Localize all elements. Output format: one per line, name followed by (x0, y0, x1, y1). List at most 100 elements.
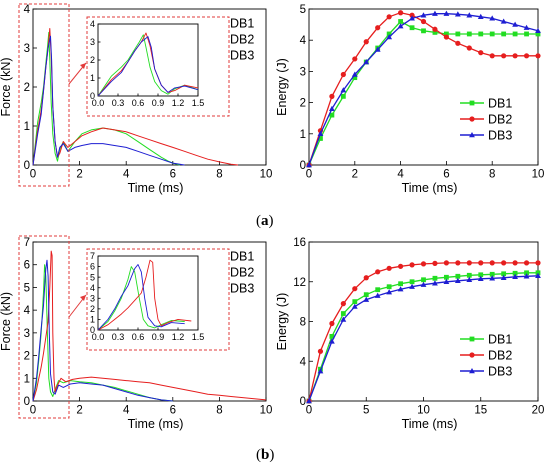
a-force-inset-series-line-db2 (97, 32, 199, 97)
b-force-x-tick-label: 8 (216, 405, 222, 417)
b-force-inset-y-tick-label: 7 (90, 251, 95, 261)
b-energy-series-point-db3 (489, 275, 496, 281)
caption-a-letter: a (261, 213, 269, 229)
b-energy-x-axis-title: Time (ms) (402, 417, 458, 431)
a-energy-y-tick-label: 1 (300, 129, 306, 141)
b-energy-series-point-db1 (375, 287, 381, 293)
a-force-legend-label-db3: DB3 (230, 49, 254, 63)
caption-a-open: ( (256, 213, 261, 229)
b-force-series-line-db2 (32, 250, 267, 402)
b-energy-y-axis-title: Energy (J) (275, 293, 289, 351)
a-energy-series-point-db2 (489, 53, 495, 59)
b-energy-series-point-db3 (523, 273, 530, 279)
a-energy-series-point-db2 (420, 18, 427, 25)
b-energy-series-point-db2 (489, 260, 495, 266)
a-energy-y-tick-label: 0 (300, 160, 306, 172)
a-energy-legend-marker-db2 (469, 116, 475, 122)
b-energy-series-point-db2 (420, 261, 427, 267)
a-force-inset-x-tick-label: 1.5 (192, 98, 205, 108)
b-energy-series-point-db3 (386, 289, 393, 295)
b-force-inset-x-tick-label: 1.5 (192, 332, 205, 342)
a-energy-y-tick-label: 2 (300, 98, 306, 110)
b-energy-series-point-db2 (317, 348, 324, 354)
a-energy-series-point-db2 (363, 39, 369, 45)
a-force-y-axis-title: Force (kN) (0, 57, 13, 116)
a-energy-series-point-db3 (535, 27, 541, 34)
a-energy-y-tick-label: 4 (300, 35, 307, 47)
a-force-legend-label-db1: DB1 (230, 17, 254, 31)
b-force-inset-y-tick-label: 4 (90, 283, 95, 293)
a-energy-x-axis-title: Time (ms) (402, 181, 458, 195)
b-force-inset-series-line-db2 (97, 259, 192, 331)
a-energy-series-point-db2 (432, 26, 438, 32)
b-energy-series-point-db3 (306, 398, 312, 404)
a-energy-x-tick-label: 2 (352, 169, 358, 181)
b-energy-series-point-db2 (466, 260, 472, 266)
a-energy-series-point-db3 (329, 105, 335, 112)
a-energy-legend-label-db3: DB3 (488, 129, 512, 143)
a-energy-x-tick-label: 8 (489, 169, 495, 181)
b-force-y-tick-label: 0 (24, 396, 30, 408)
a-energy-x-tick-label: 6 (443, 169, 449, 181)
a-energy-series-point-db2 (398, 10, 404, 16)
b-energy-series-point-db1 (489, 271, 495, 277)
b-force-inset-x-tick-label: 1.2 (172, 332, 185, 342)
b-force-x-tick-label: 6 (170, 405, 176, 417)
b-energy-series-point-db3 (329, 338, 335, 344)
b-energy-series-point-db1 (466, 272, 472, 278)
a-energy-series-point-db1 (489, 31, 495, 37)
b-energy-series-point-db3 (397, 286, 404, 292)
b-energy-series-point-db3 (363, 296, 370, 302)
a-energy-legend-label-db1: DB1 (488, 97, 512, 111)
a-energy-series-point-db3 (363, 59, 370, 65)
b-energy-series-point-db2 (443, 260, 449, 266)
b-energy-series-point-db1 (501, 271, 507, 277)
b-force-y-tick-label: 4 (24, 305, 31, 317)
b-force-x-tick-label: 2 (76, 405, 82, 417)
b-force-inset-x-tick-label: 0.6 (132, 332, 145, 342)
a-energy-series-point-db2 (329, 93, 335, 99)
b-energy-series-point-db2 (535, 260, 541, 266)
a-energy-series-point-db1 (421, 28, 426, 34)
b-energy-series-point-db1 (398, 281, 403, 287)
b-energy-series-point-db3 (466, 276, 473, 282)
a-energy-plot-frame (308, 8, 539, 166)
b-force-zoom-region-box (18, 235, 70, 419)
b-energy-x-tick-label: 5 (363, 405, 369, 417)
a-energy-series-point-db3 (500, 18, 507, 24)
b-energy-series-point-db2 (409, 262, 415, 268)
a-energy-series-point-db1 (478, 31, 484, 37)
a-energy-y-tick-label: 5 (300, 4, 306, 16)
b-energy-series-point-db2 (363, 275, 369, 281)
a-force-inset-y-tick-label: 3 (90, 37, 95, 47)
a-energy-series-point-db2 (386, 14, 392, 20)
a-energy-series-point-db3 (374, 46, 381, 52)
a-force-inset-x-tick-label: 1.2 (172, 98, 185, 108)
a-energy-series-point-db2 (523, 53, 530, 59)
b-energy-series-point-db2 (432, 260, 438, 266)
b-energy-series-point-db1 (352, 299, 358, 305)
b-energy-series-point-db1 (432, 275, 438, 281)
b-force-inset-series-line-db3 (97, 264, 185, 331)
caption-b-letter: b (261, 447, 270, 463)
b-force-y-tick-label: 5 (24, 282, 30, 294)
a-force-y-tick-label: 3 (24, 43, 30, 55)
b-energy-series-point-db1 (421, 277, 426, 283)
a-energy-series-point-db1 (352, 75, 358, 81)
a-force-inset-series-line-db1 (97, 34, 199, 97)
b-energy-series-point-db1 (340, 311, 346, 316)
b-energy-series-point-db1 (478, 272, 484, 278)
b-energy-series-point-db3 (535, 272, 541, 278)
b-force-inset-x-tick-label: 0.3 (112, 332, 125, 342)
a-force-series-line-db3 (32, 35, 185, 166)
a-energy-legend-marker-db1 (469, 100, 475, 106)
a-energy-series-point-db3 (317, 130, 324, 136)
a-energy-legend-label-db2: DB2 (488, 113, 512, 127)
b-energy-series-point-db3 (420, 281, 427, 287)
a-force-inset-series-line-db3 (97, 36, 199, 97)
b-force-x-tick-label: 10 (260, 405, 273, 417)
a-force-legend-label-db2: DB2 (230, 33, 254, 47)
b-energy-series-point-db3 (409, 283, 415, 289)
a-energy-series-point-db1 (512, 31, 518, 37)
